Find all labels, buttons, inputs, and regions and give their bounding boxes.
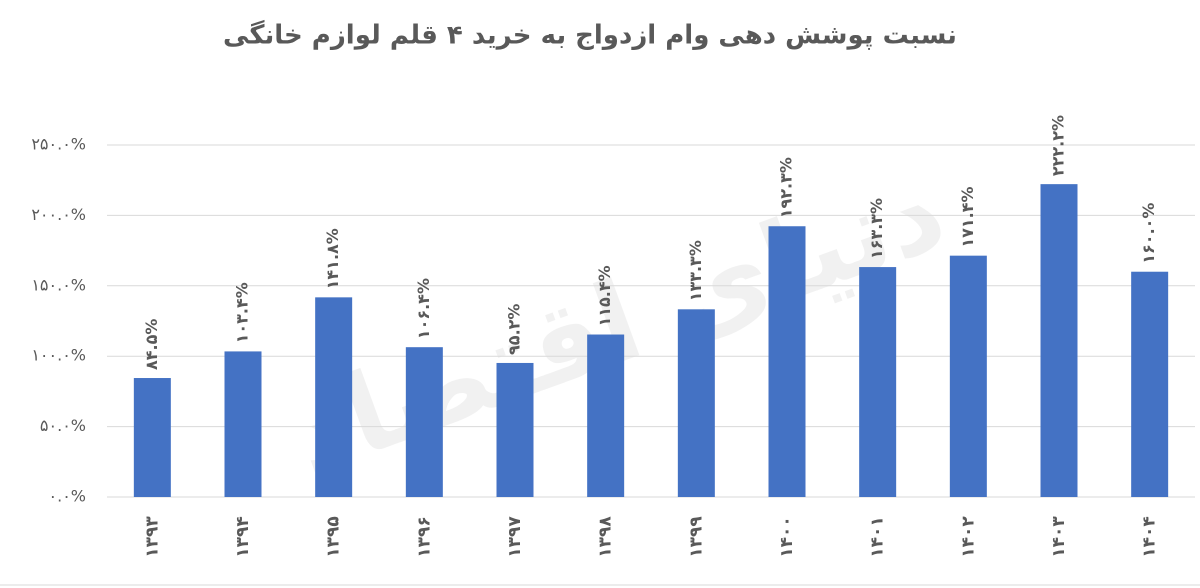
x-tick-label: ۱۳۹۴: [233, 516, 253, 558]
value-label: ۱۷۱.۴%: [958, 186, 977, 247]
bar: [224, 351, 262, 497]
x-tick-label: ۱۴۰۱: [868, 516, 888, 558]
value-label: ۱۰۳.۴%: [233, 282, 252, 343]
x-tick-label: ۱۴۰۳: [1049, 516, 1069, 558]
value-label: ۱۰۶.۴%: [414, 278, 433, 339]
x-tick-label: ۱۴۰۰: [777, 516, 797, 558]
bar: [768, 226, 806, 498]
y-tick-label: ۱۵۰.۰%: [31, 275, 86, 294]
x-tick-label: ۱۳۹۳: [142, 516, 162, 558]
value-label: ۱۶۰.۰%: [1139, 203, 1158, 264]
value-label: ۸۴.۵%: [142, 319, 161, 370]
bar: [315, 297, 353, 497]
bar: [133, 378, 171, 497]
x-tick-label: ۱۳۹۹: [686, 516, 706, 558]
bar: [496, 362, 534, 497]
value-label: ۱۱۵.۴%: [595, 265, 614, 326]
bar: [405, 347, 443, 497]
y-tick-label: ۲۰۰.۰%: [31, 205, 86, 224]
x-tick-label: ۱۳۹۵: [324, 516, 344, 558]
value-label: ۱۶۳.۳%: [867, 198, 886, 259]
y-tick-label: ۱۰۰.۰%: [31, 346, 86, 365]
x-tick-label: ۱۴۰۴: [1140, 516, 1160, 558]
value-label: ۱۳۳.۳%: [686, 240, 705, 301]
y-tick-label: ۲۵۰.۰%: [31, 135, 86, 154]
bar: [677, 309, 715, 497]
x-tick-label: ۱۳۹۸: [596, 516, 616, 558]
bar: [1040, 184, 1078, 497]
value-label: ۲۲۲.۲%: [1049, 115, 1068, 176]
value-label: ۱۹۲.۳%: [777, 157, 796, 218]
x-tick-label: ۱۳۹۷: [505, 516, 525, 558]
y-tick-label: ۰.۰%: [49, 487, 86, 506]
value-label: ۹۵.۲%: [505, 304, 524, 355]
x-tick-label: ۱۴۰۲: [958, 516, 978, 558]
value-label: ۱۴۱.۸%: [323, 228, 342, 289]
bar: [587, 334, 625, 497]
bar: [949, 255, 987, 497]
chart-title: نسبت پوشش دهی وام ازدواج به خرید ۴ قلم ل…: [223, 20, 957, 51]
x-tick-label: ۱۳۹۶: [414, 516, 434, 558]
bar: [859, 267, 897, 497]
y-tick-label: ۵۰.۰%: [40, 416, 86, 435]
bar: [1131, 271, 1169, 497]
